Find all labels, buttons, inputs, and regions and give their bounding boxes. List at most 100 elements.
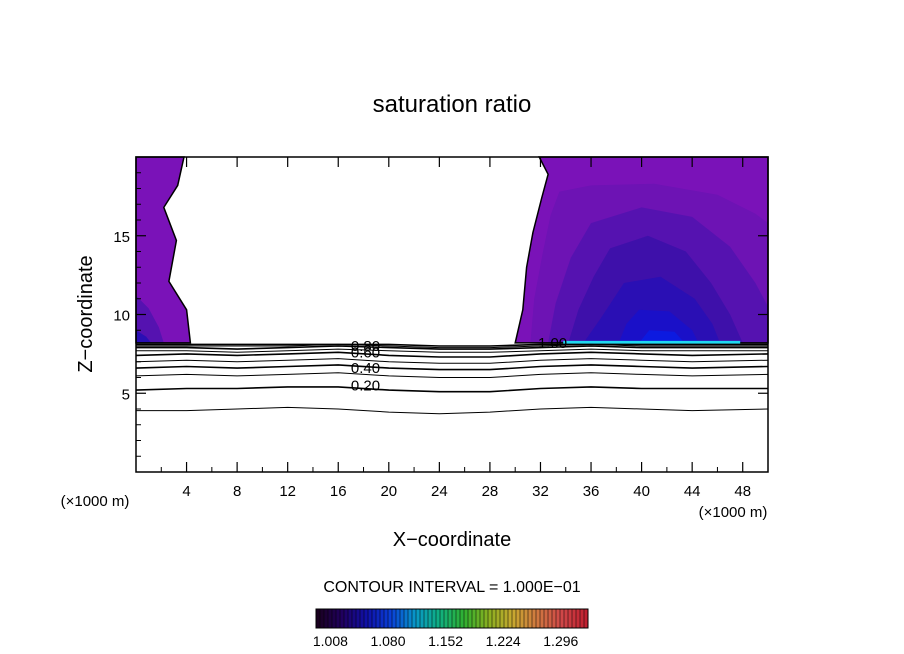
colorbar-swatch — [572, 609, 577, 628]
colorbar-swatch — [480, 609, 485, 628]
x-tick-label: 12 — [279, 483, 296, 500]
colorbar-swatch — [424, 609, 429, 628]
contour-line — [135, 364, 769, 371]
colorbar-swatch — [568, 609, 573, 628]
colorbar-swatch — [332, 609, 337, 628]
colorbar — [315, 608, 589, 629]
colorbar-swatch — [496, 609, 501, 628]
colorbar-swatch — [316, 609, 321, 628]
colorbar-swatch — [472, 609, 477, 628]
colorbar-swatch — [500, 609, 505, 628]
x-unit-label-right: (×1000 m) — [699, 504, 768, 521]
colorbar-swatch — [564, 609, 569, 628]
contour-label: 0.20 — [351, 377, 380, 394]
x-tick-label: 48 — [734, 483, 751, 500]
contour-labels: 0.800.600.400.20 1.00 — [351, 335, 567, 395]
contour-line — [135, 358, 769, 364]
colorbar-tick-label: 1.008 — [313, 633, 348, 649]
contour-interval-label: CONTOUR INTERVAL = 1.000E−01 — [323, 579, 580, 596]
colorbar-swatch — [404, 609, 409, 628]
colorbar-tick-label: 1.080 — [370, 633, 405, 649]
x-tick-label: 24 — [431, 483, 448, 500]
colorbar-swatch — [536, 609, 541, 628]
colorbar-swatch — [468, 609, 473, 628]
colorbar-swatch — [420, 609, 425, 628]
shading-region-6 — [618, 309, 699, 343]
contour-line — [136, 348, 768, 353]
colorbar-swatch — [464, 609, 469, 628]
colorbar-swatch — [584, 609, 589, 628]
contour-line — [136, 343, 768, 347]
contour-label: 0.80 — [351, 338, 380, 355]
y-tick-label: 10 — [113, 308, 130, 325]
contour-line — [136, 406, 769, 415]
supersaturation-shading — [135, 156, 769, 345]
colorbar-swatch — [408, 609, 413, 628]
x-tick-label: 32 — [532, 483, 549, 500]
shading-region-8 — [136, 157, 191, 343]
x-axis-ticks: 4 8 12 16 20 24 28 32 36 40 44 48 — [160, 157, 769, 500]
colorbar-tick-labels: 1.008 1.080 1.152 1.224 1.296 — [313, 633, 579, 649]
colorbar-swatch — [476, 609, 481, 628]
colorbar-swatch — [380, 609, 385, 628]
colorbar-swatch — [320, 609, 325, 628]
colorbar-swatch — [348, 609, 353, 628]
contour-label: 0.40 — [351, 360, 380, 377]
y-tick-label: 5 — [122, 386, 130, 403]
contour-line — [136, 345, 768, 350]
colorbar-swatch — [432, 609, 437, 628]
colorbar-swatch — [368, 609, 373, 628]
x-tick-label: 36 — [583, 483, 600, 500]
colorbar-swatch — [328, 609, 333, 628]
colorbar-swatch — [524, 609, 529, 628]
colorbar-swatch — [452, 609, 457, 628]
contour-lines — [135, 343, 769, 415]
colorbar-swatch — [428, 609, 433, 628]
x-tick-label: 28 — [482, 483, 499, 500]
colorbar-swatch — [396, 609, 401, 628]
colorbar-swatch — [384, 609, 389, 628]
colorbar-swatch — [528, 609, 533, 628]
colorbar-swatch — [412, 609, 417, 628]
contour-line — [135, 386, 768, 393]
shading-region-7 — [639, 330, 685, 343]
colorbar-swatch — [556, 609, 561, 628]
colorbar-swatch — [336, 609, 341, 628]
colorbar-swatch — [456, 609, 461, 628]
colorbar-swatch — [360, 609, 365, 628]
colorbar-swatch — [376, 609, 381, 628]
colorbar-swatch — [444, 609, 449, 628]
colorbar-swatch — [576, 609, 581, 628]
colorbar-swatch — [516, 609, 521, 628]
colorbar-swatch — [440, 609, 445, 628]
colorbar-swatch — [372, 609, 377, 628]
colorbar-swatch — [436, 609, 441, 628]
contour-label: 1.00 — [538, 335, 567, 352]
x-tick-label: 16 — [330, 483, 347, 500]
colorbar-swatch — [392, 609, 397, 628]
colorbar-swatch — [508, 609, 513, 628]
y-tick-label: 15 — [113, 229, 130, 246]
x-tick-label: 40 — [633, 483, 650, 500]
x-tick-label: 44 — [684, 483, 701, 500]
x-tick-label: 20 — [380, 483, 397, 500]
colorbar-swatch — [512, 609, 517, 628]
region-outline-left — [135, 156, 192, 344]
colorbar-swatch — [448, 609, 453, 628]
colorbar-frame — [315, 608, 589, 629]
colorbar-swatch — [356, 609, 361, 628]
colorbar-swatch — [552, 609, 557, 628]
colorbar-swatch — [364, 609, 369, 628]
colorbar-swatch — [400, 609, 405, 628]
colorbar-swatch — [324, 609, 329, 628]
contour-line — [135, 351, 769, 358]
colorbar-tick-label: 1.152 — [428, 633, 463, 649]
colorbar-swatch — [548, 609, 553, 628]
contour-label: 0.60 — [351, 344, 380, 361]
colorbar-tick-label: 1.224 — [486, 633, 521, 649]
colorbar-swatch — [460, 609, 465, 628]
colorbar-swatch — [488, 609, 493, 628]
colorbar-swatch — [540, 609, 545, 628]
colorbar-swatch — [492, 609, 497, 628]
